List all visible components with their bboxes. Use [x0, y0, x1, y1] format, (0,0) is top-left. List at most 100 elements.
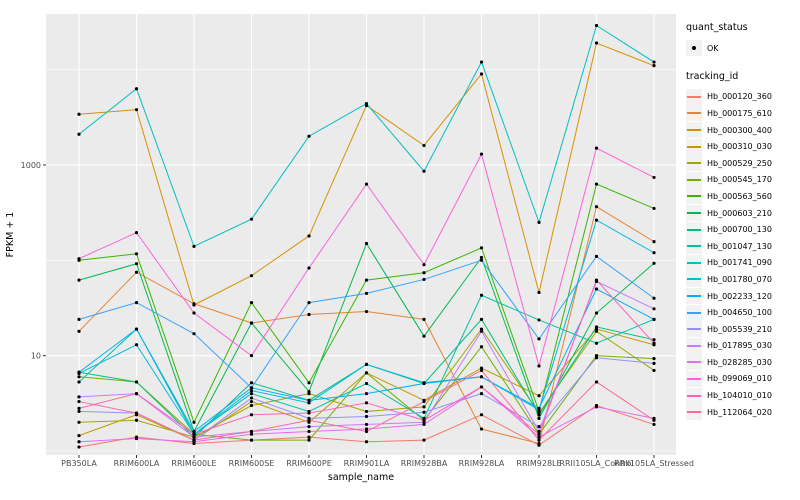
data-point: [594, 205, 599, 209]
data-point: [77, 380, 81, 384]
data-point: [77, 399, 81, 404]
data-point: [77, 257, 81, 261]
data-point: [307, 418, 311, 422]
data-point: [479, 345, 484, 349]
data-point: [77, 420, 81, 424]
line-swatch-icon: [686, 271, 702, 288]
data-point: [192, 332, 196, 336]
legend-label: Hb_099069_010: [707, 374, 772, 384]
data-point: [537, 364, 541, 368]
legend-label: Hb_000603_210: [707, 208, 772, 218]
data-point: [652, 296, 656, 300]
line-swatch-icon: [686, 171, 702, 188]
data-point: [652, 206, 656, 211]
data-point: [364, 241, 369, 246]
plot-panel: [46, 14, 676, 455]
legend-item: Hb_000310_030: [686, 138, 798, 155]
data-point: [652, 175, 656, 180]
data-point: [537, 425, 541, 429]
legend-label: Hb_005539_210: [707, 324, 772, 334]
data-point: [77, 317, 81, 321]
legend-item: Hb_099069_010: [686, 370, 798, 388]
legend-label: Hb_000120_360: [707, 92, 772, 102]
data-point: [594, 182, 599, 186]
legend-item: Hb_000120_360: [686, 88, 798, 106]
data-point: [249, 399, 254, 404]
legend-label: Hb_001047_130: [707, 241, 772, 251]
line-swatch-icon: [686, 105, 702, 122]
data-point: [364, 440, 369, 444]
line-swatch-icon: [686, 370, 702, 387]
line-swatch-icon: [686, 337, 702, 354]
data-point: [537, 432, 541, 436]
data-point: [77, 395, 81, 399]
data-point: [594, 41, 599, 45]
data-point: [537, 337, 541, 341]
line-swatch-icon: [686, 155, 702, 172]
legend-label: Hb_017895_030: [707, 341, 772, 351]
legend-item: Hb_004650_100: [686, 304, 798, 321]
data-point: [422, 277, 426, 282]
data-point: [422, 418, 426, 422]
legend-title-quant-status: quant_status: [686, 22, 748, 33]
data-point: [652, 368, 656, 373]
data-point: [537, 438, 541, 442]
data-point: [422, 334, 426, 338]
data-point: [77, 370, 81, 374]
line-swatch-icon: [686, 304, 702, 321]
data-point: [77, 278, 81, 282]
legend-item: Hb_017895_030: [686, 337, 798, 355]
data-point: [77, 112, 81, 116]
data-point: [249, 386, 254, 390]
data-point: [594, 341, 599, 345]
data-point: [364, 371, 369, 375]
line-swatch-icon: [686, 188, 702, 205]
x-tick-label: RRIM600LE: [171, 459, 216, 468]
data-point: [479, 327, 484, 331]
data-point: [307, 389, 311, 394]
data-point: [479, 366, 484, 370]
legend-item: Hb_000300_400: [686, 122, 798, 139]
x-axis-title: sample_name: [328, 472, 394, 483]
data-point: [134, 252, 139, 256]
line-swatch-icon: [686, 404, 702, 421]
data-point: [652, 341, 656, 345]
data-point: [307, 301, 311, 305]
data-point: [594, 380, 599, 384]
data-point: [364, 101, 369, 106]
legend: quant_status OK tracking_id Hb_000120_360 Hb…: [686, 22, 798, 434]
data-point: [594, 356, 599, 360]
data-point: [479, 375, 484, 379]
data-point: [249, 438, 254, 442]
data-point: [77, 409, 81, 414]
data-point: [134, 87, 139, 91]
legend-item: Hb_000700_130: [686, 221, 798, 238]
data-point: [307, 435, 311, 439]
legend-item: Hb_028285_030: [686, 354, 798, 371]
data-point: [77, 434, 81, 438]
data-point: [249, 354, 254, 358]
data-point: [594, 311, 599, 315]
data-point: [364, 401, 369, 405]
legend-label: Hb_000545_170: [707, 175, 772, 185]
data-point: [249, 432, 254, 436]
data-point: [364, 429, 369, 434]
data-point: [249, 301, 254, 305]
data-point: [594, 23, 599, 28]
legend-label: Hb_002233_120: [707, 291, 772, 301]
legend-item: Hb_005539_210: [686, 321, 798, 338]
legend-label: Hb_028285_030: [707, 357, 772, 367]
data-point: [537, 318, 541, 322]
data-point: [249, 413, 254, 417]
point-marker-icon: [686, 40, 702, 57]
legend-tracking-id: tracking_id Hb_000120_360 Hb_000175_610 Hb_…: [686, 71, 798, 421]
data-point: [422, 271, 426, 275]
legend-item: Hb_000603_210: [686, 205, 798, 222]
legend-label: Hb_000175_610: [707, 108, 772, 118]
x-tick-label: RRII105LA_Control: [559, 459, 633, 468]
data-point: [364, 422, 369, 427]
legend-title-tracking-id: tracking_id: [686, 70, 739, 82]
line-swatch-icon: [686, 321, 702, 338]
data-point: [422, 405, 426, 409]
